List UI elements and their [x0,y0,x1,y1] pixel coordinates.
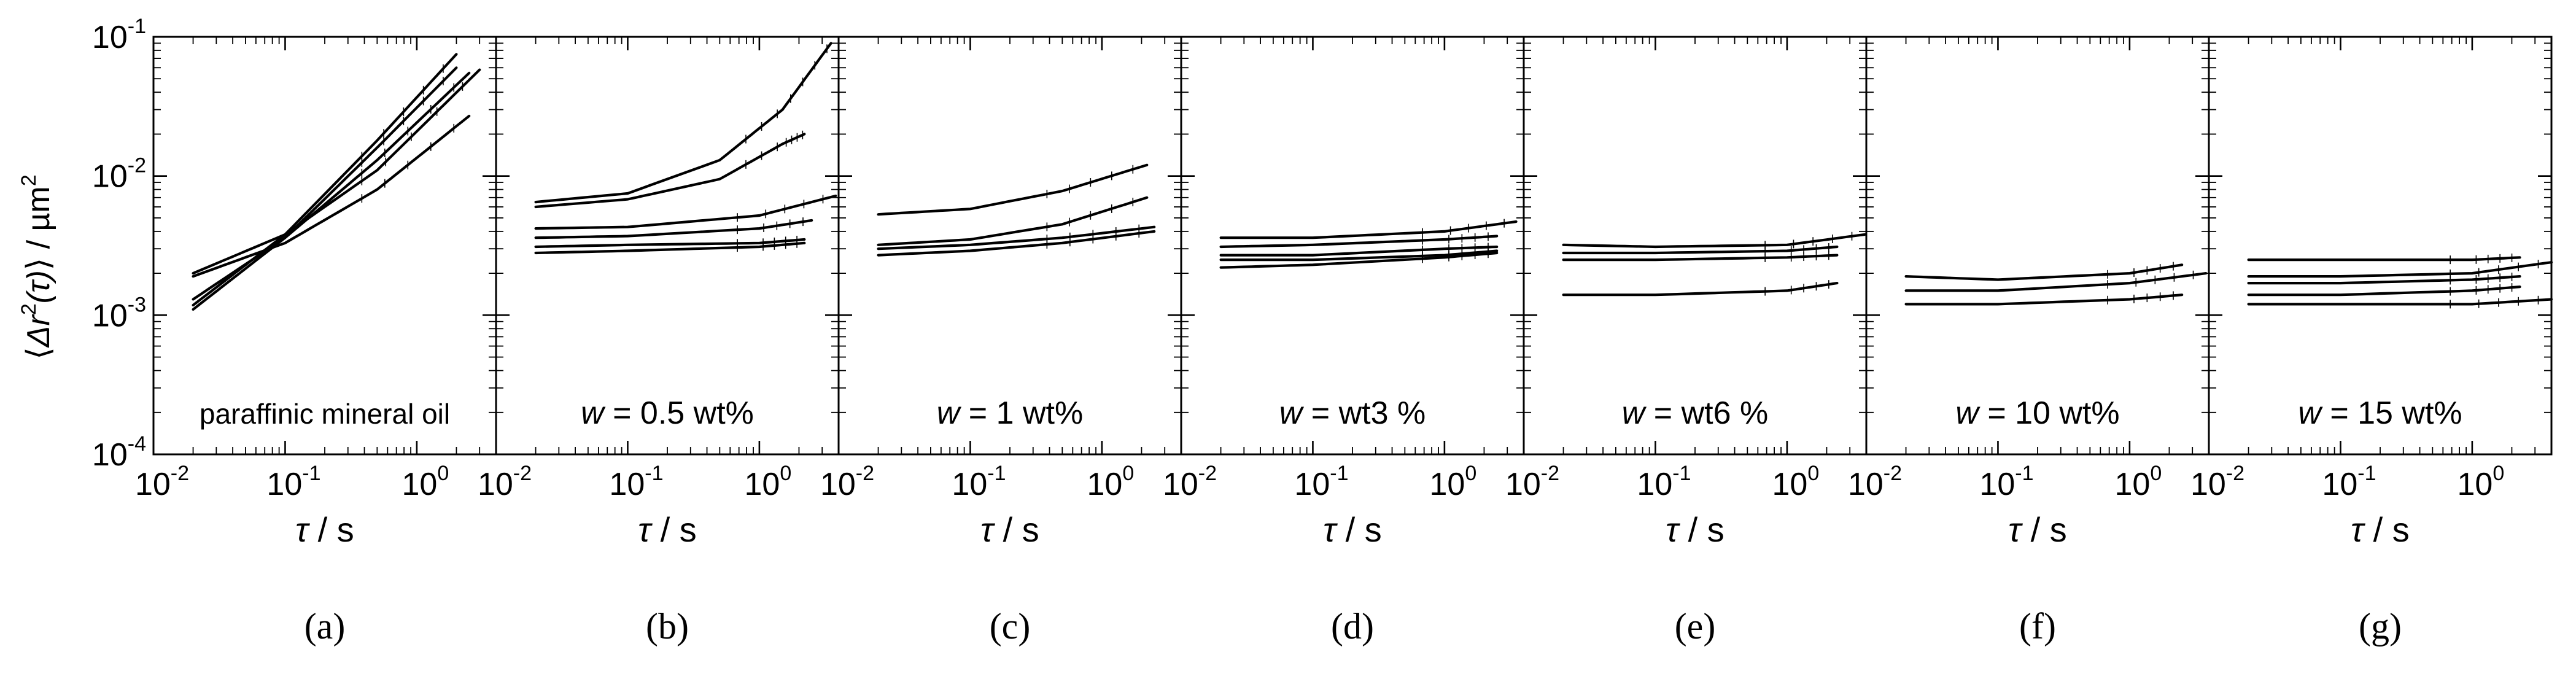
x-tick-label: 10-2 [478,462,532,502]
x-tick-label: 10-1 [609,462,663,502]
series-curve-3 [192,71,471,301]
x-tick-label: 100 [402,462,449,502]
panel-e: 10-2 10-1 100 τ / s w = wt6 % (e) [1505,36,1868,647]
series-curve-1 [534,42,832,204]
x-tick-label: 10-1 [1979,462,2033,502]
y-axis-label: ⟨Δr2(τ)⟩ / µm2 [17,174,56,359]
x-axis-label: τ / s [638,510,697,549]
series-curve-3 [534,194,837,230]
series-curve-5 [2247,298,2553,306]
x-tick-label: 100 [2458,462,2505,502]
panel-condition-label: w = 10 wt% [1955,395,2119,431]
y-tick-label: 10-4 [92,432,146,473]
x-axis-label: τ / s [295,510,354,549]
panel-g: 10-2 10-1 100 τ / s w = 15 wt% (g) [2190,36,2553,647]
series-curve-1 [877,163,1149,216]
x-axis-label: τ / s [2008,510,2067,549]
panel-condition-label: w = 15 wt% [2298,395,2462,431]
subfigure-label: (e) [1675,606,1716,647]
series-curve-6 [534,241,806,255]
series-curve-1 [2247,256,2521,262]
x-tick-label: 10-1 [952,462,1006,502]
series-curve-4 [192,114,471,278]
subfigure-label: (c) [990,606,1031,647]
series-curve-4 [534,219,813,239]
x-tick-label: 100 [1772,462,1820,502]
panel-condition-label: paraffinic mineral oil [200,398,450,430]
series-curve-2 [534,133,806,209]
x-tick-label: 10-1 [1294,462,1348,502]
series-curve-2 [1904,272,2208,292]
panel-d: 10-2 10-1 100 τ / s w = wt3 % (d) [1163,36,1525,647]
series-curve-5 [1219,251,1499,269]
x-tick-label: 100 [1430,462,1477,502]
series-curve-4 [877,230,1156,257]
x-tick-label: 10-1 [266,462,320,502]
x-tick-label: 10-2 [1848,462,1902,502]
series-curve-2 [877,196,1149,246]
x-tick-label: 10-2 [1163,462,1217,502]
x-tick-label: 100 [2115,462,2162,502]
y-tick-label: 10-1 [92,15,146,55]
series-curve-4 [1562,282,1839,297]
x-tick-label: 100 [1087,462,1135,502]
series-curve-2 [192,53,458,307]
series-curve-1 [192,66,458,311]
x-tick-label: 10-2 [135,462,189,502]
x-tick-label: 10-2 [820,462,874,502]
series-curve-4 [2247,286,2521,297]
subfigure-label: (f) [2019,606,2056,647]
subfigure-label: (a) [305,606,346,647]
panel-b: 10-2 10-1 100 τ / s w = 0.5 wt% (b) [478,36,840,647]
series-curve-3 [1562,254,1839,262]
series-curve-5 [534,238,806,249]
series-curve-4 [1219,249,1499,262]
subfigure-label: (g) [2359,606,2402,647]
panels: 10-4 10-3 10-2 10-1 10-2 10-1 100 τ / s paraffin… [92,15,2553,647]
series-curve-3 [877,225,1156,251]
y-tick-label: 10-3 [92,293,146,333]
x-axis-label: τ / s [1666,510,1724,549]
plot-frame [1865,36,2210,456]
series-curve-2 [2247,261,2553,278]
series-curve-5 [192,68,481,275]
panel-condition-label: w = wt6 % [1622,395,1768,431]
x-axis-label: τ / s [2351,510,2410,549]
panel-condition-label: w = 0.5 wt% [581,395,754,431]
plot-frame [152,36,497,456]
panel-condition-label: w = wt3 % [1279,395,1426,431]
plot-frame [837,36,1182,456]
x-tick-label: 10-1 [1637,462,1691,502]
series-curve-3 [1904,293,2184,306]
y-tick-label: 10-2 [92,154,146,195]
x-tick-label: 10-1 [2322,462,2376,502]
x-axis-label: τ / s [980,510,1039,549]
panel-condition-label: w = 1 wt% [937,395,1083,431]
subfigure-label: (d) [1331,606,1374,647]
plot-frame [2208,36,2553,456]
series-curve-2 [1562,245,1839,255]
series-curve-1 [1219,220,1518,239]
x-tick-label: 10-2 [1505,462,1559,502]
panel-f: 10-2 10-1 100 τ / s w = 10 wt% (f) [1848,36,2210,647]
series-curve-3 [2247,275,2521,285]
x-axis-label: τ / s [1323,510,1382,549]
series-curve-3 [1219,245,1499,257]
series-curve-1 [1904,263,2184,281]
series-curve-2 [1219,235,1499,249]
subfigure-label: (b) [646,606,689,647]
x-tick-label: 100 [745,462,792,502]
panel-a: 10-4 10-3 10-2 10-1 10-2 10-1 100 τ / s paraffin… [92,15,497,647]
series-curve-1 [1562,233,1866,249]
panel-c: 10-2 10-1 100 τ / s w = 1 wt% (c) [820,36,1182,647]
x-tick-label: 10-2 [2190,462,2244,502]
